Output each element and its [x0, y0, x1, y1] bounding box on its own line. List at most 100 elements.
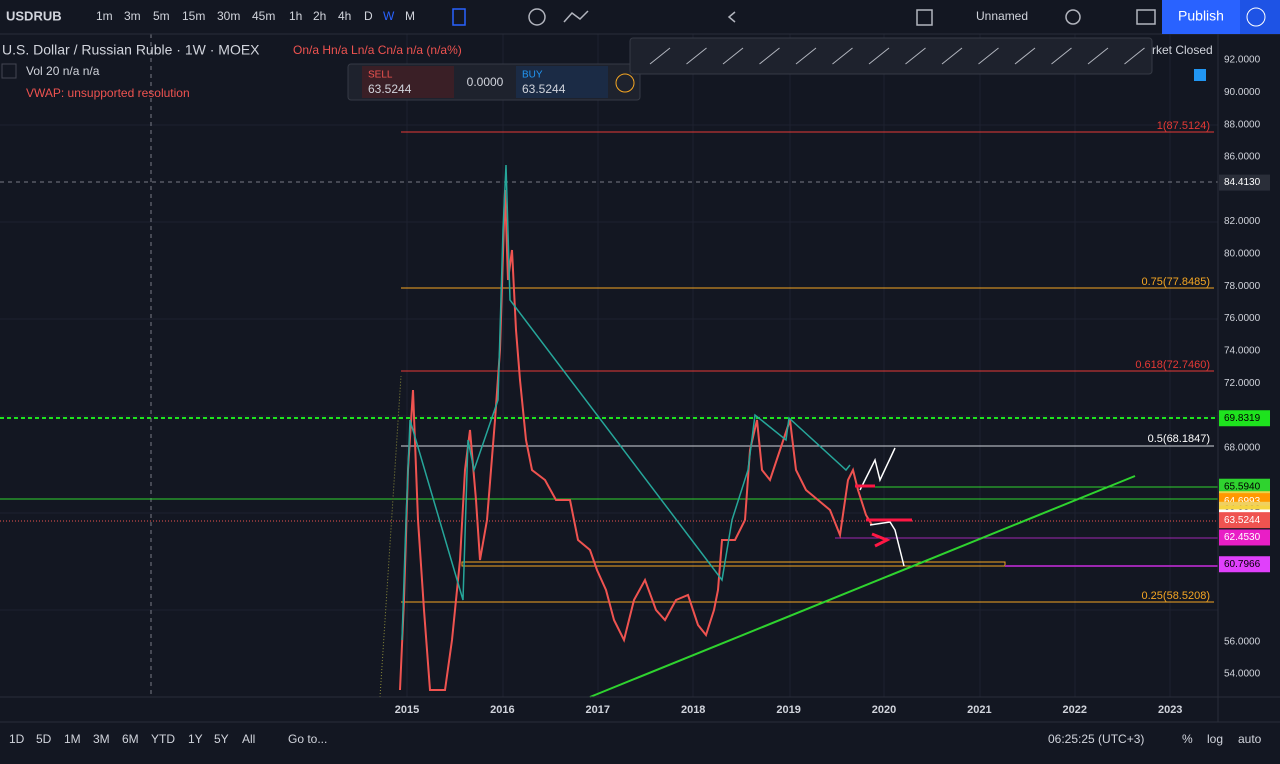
drawing-toolbar [629, 37, 1153, 75]
market-status: rket Closed [1152, 43, 1213, 57]
price-tag [1219, 512, 1270, 529]
price-label: 80.0000 [1224, 249, 1261, 260]
interval-button[interactable]: 5m [153, 9, 170, 23]
interval-button[interactable]: D [364, 9, 373, 23]
drawing-tool[interactable] [905, 47, 926, 65]
price-label: 74.0000 [1224, 346, 1261, 357]
drawing-tool[interactable] [978, 47, 999, 65]
buy-price[interactable]: 63.5244 [522, 82, 566, 96]
buy-label[interactable]: BUY [522, 70, 543, 81]
price-label: 54.0000 [1224, 669, 1261, 680]
drawing-tool[interactable] [759, 47, 780, 65]
sell-price[interactable]: 63.5244 [368, 82, 412, 96]
bottom-bar [0, 722, 1280, 759]
price-label: 88.0000 [1224, 119, 1261, 130]
fib-label: 0.75(77.8485) [1142, 276, 1211, 288]
legend-vwap: VWAP: unsupported resolution [26, 86, 190, 100]
collapse-button[interactable] [1, 63, 17, 79]
fib-label: 0.25(58.5208) [1142, 590, 1211, 602]
trend-line [589, 475, 1136, 698]
goto[interactable]: Go to... [288, 732, 327, 746]
interval-button[interactable]: 3m [124, 9, 141, 23]
range-button[interactable]: 1D [9, 732, 25, 746]
interval-button[interactable]: M [405, 9, 415, 23]
toolbar-icons [452, 8, 1156, 26]
grid [0, 34, 1218, 697]
drawing-tools [649, 47, 1145, 65]
price-tag [1219, 529, 1270, 546]
range-button[interactable]: 6M [122, 732, 139, 746]
legend-volume: Vol 20 n/a n/a [26, 64, 100, 78]
price-tag-label: 63.5244 [1224, 515, 1261, 526]
publish-label[interactable]: Publish [1178, 8, 1224, 24]
auto-toggle[interactable]: auto [1238, 732, 1262, 746]
time-label: 2023 [1158, 704, 1182, 716]
symbol[interactable]: USDRUB [6, 8, 62, 23]
price-tag-label: 62.4530 [1224, 532, 1261, 543]
price-tag [1219, 410, 1270, 427]
legend-ohlc: On/a Hn/a Ln/a Cn/a n/a (n/a%) [293, 43, 462, 57]
time-label: 2019 [776, 704, 800, 716]
layout-name[interactable]: Unnamed [976, 9, 1028, 23]
interval-button[interactable]: W [383, 9, 395, 23]
fib-labels: 1(87.5124) 0.75(77.8485) 0.618(72.7460) 0.5… [1135, 120, 1210, 602]
drawing-tool[interactable] [868, 47, 890, 65]
drawing-tool[interactable] [686, 47, 707, 65]
sell-button[interactable] [362, 66, 454, 98]
range-button[interactable]: 5Y [214, 732, 229, 746]
time-label: 2015 [395, 704, 419, 716]
time-label: 2016 [490, 704, 514, 716]
drawing-tool[interactable] [1014, 47, 1036, 65]
range-button[interactable]: All [242, 732, 255, 746]
replay-button[interactable] [1240, 0, 1280, 34]
publish-button[interactable] [1162, 0, 1240, 34]
drawing-tool[interactable] [941, 47, 963, 65]
info-icon[interactable] [615, 73, 635, 93]
flag-icon [1194, 69, 1206, 81]
interval-button[interactable]: 15m [182, 9, 205, 23]
percent-toggle[interactable]: % [1182, 732, 1193, 746]
buy-button[interactable] [516, 66, 608, 98]
range-button[interactable]: 5D [36, 732, 52, 746]
price-label: 82.0000 [1224, 216, 1261, 227]
fib-levels [379, 131, 1214, 698]
interval-button[interactable]: 4h [338, 9, 351, 23]
zone-rect [461, 561, 1006, 567]
price-axis [1218, 34, 1280, 722]
drawing-tool[interactable] [1124, 47, 1145, 65]
range-button[interactable]: YTD [151, 732, 175, 746]
time-label: 2020 [872, 704, 896, 716]
forecast-arrow [871, 532, 891, 548]
log-toggle[interactable]: log [1207, 732, 1223, 746]
interval-button[interactable]: 45m [252, 9, 275, 23]
clock: 06:25:25 (UTC+3) [1048, 732, 1144, 746]
drawing-tool[interactable] [722, 47, 744, 65]
interval-button[interactable]: 30m [217, 9, 240, 23]
forecast-path [869, 521, 905, 567]
time-labels: 2015 2016 2017 2018 2019 2020 2021 2022 2023 [395, 704, 1183, 716]
interval-button[interactable]: 1m [96, 9, 113, 23]
forecast-path [859, 447, 896, 491]
time-label: 2022 [1063, 704, 1087, 716]
price-labels: 92.0000 90.0000 88.0000 86.0000 82.0000 80.00… [1219, 55, 1270, 680]
price-label: 86.0000 [1224, 152, 1261, 163]
fib-label: 0.5(68.1847) [1148, 433, 1210, 445]
interval-button[interactable]: 2h [313, 9, 326, 23]
drawing-tool[interactable] [649, 47, 671, 65]
interval-button[interactable]: 1h [289, 9, 302, 23]
drawing-tool[interactable] [832, 47, 853, 65]
range-button[interactable]: 1M [64, 732, 81, 746]
price-tag [1219, 478, 1270, 495]
drawing-tool[interactable] [795, 47, 817, 65]
range-button[interactable]: 1Y [188, 732, 203, 746]
fib-label: 1(87.5124) [1157, 120, 1210, 132]
sell-label[interactable]: SELL [368, 70, 393, 81]
range-button[interactable]: 3M [93, 732, 110, 746]
range-group: 1D 5D 1M 3M 6M YTD 1Y 5Y All [9, 732, 255, 746]
drawing-tool[interactable] [1087, 47, 1109, 65]
drawing-tool[interactable] [1051, 47, 1072, 65]
interval-group: 1m 3m 5m 15m 30m 45m 1h 2h 4h D W M [96, 9, 415, 23]
price-tag [1219, 556, 1270, 573]
